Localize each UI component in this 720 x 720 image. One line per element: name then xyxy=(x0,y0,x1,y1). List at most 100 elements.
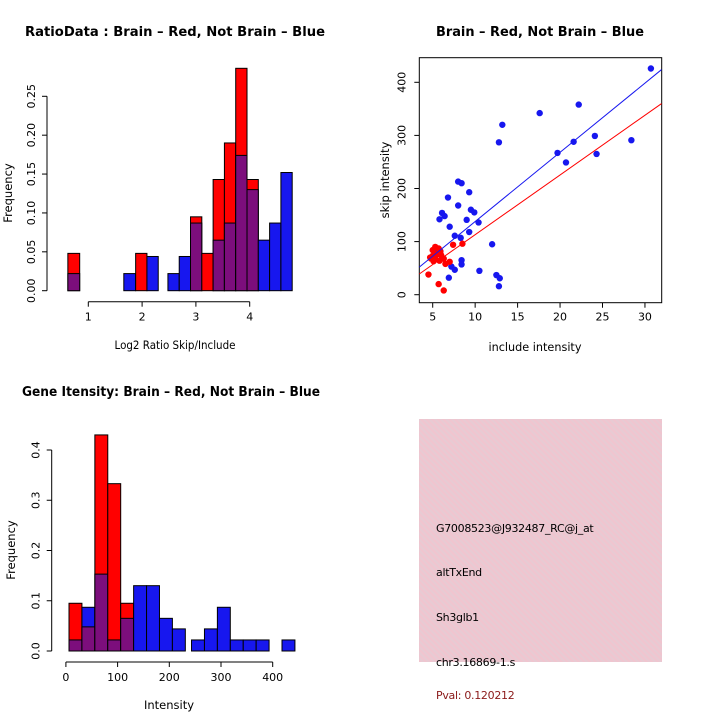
gene_hist-xlabel: Intensity xyxy=(144,698,194,712)
location-text: chr3.16869-1.s xyxy=(436,656,516,669)
gene-info-box: G7008523@J932487_RC@j_at altTxEnd Sh3glb… xyxy=(419,419,662,702)
scatter-point-blue xyxy=(466,189,473,196)
svg-text:300: 300 xyxy=(395,125,408,146)
gene-intensity-histogram-panel: 0 100 200 300 400 0.0 0.1 0.2 0.3 0.4 Intensity Fre… xyxy=(0,360,360,720)
scatter-point-red xyxy=(440,255,447,262)
scatter-point-blue xyxy=(471,209,478,216)
scatter-title: Brain – Red, Not Brain – Blue xyxy=(436,25,644,40)
scatter-point-blue xyxy=(454,202,462,209)
svg-text:0.3: 0.3 xyxy=(30,492,43,510)
histogram-bar xyxy=(269,222,282,292)
gene_hist-ylabel: Frequency xyxy=(4,520,18,580)
histogram-bar xyxy=(216,606,231,652)
probe-id-text: G7008523@J932487_RC@j_at xyxy=(436,522,594,535)
scatter-point-blue xyxy=(458,261,465,268)
svg-text:200: 200 xyxy=(159,671,180,684)
svg-text:2: 2 xyxy=(139,311,146,324)
scatter-point-blue xyxy=(446,223,453,230)
histogram-bar xyxy=(123,273,137,292)
histogram-bar xyxy=(257,239,271,292)
svg-text:0.05: 0.05 xyxy=(25,240,38,265)
svg-text:0.0: 0.0 xyxy=(30,642,43,660)
svg-text:10: 10 xyxy=(468,311,482,324)
scatter-point-blue xyxy=(628,136,635,144)
histogram-bar xyxy=(133,585,148,652)
scatter-point-red xyxy=(449,241,457,248)
gene-name-text: Sh3glb1 xyxy=(436,611,479,624)
histogram-bar xyxy=(81,626,96,652)
svg-text:0.00: 0.00 xyxy=(25,278,38,303)
ratio-histogram-chart: 1 2 3 4 0.00 0.05 0.10 0.15 0.20 0.25 Log2 Ratio S… xyxy=(1,25,325,352)
histogram-bar xyxy=(242,639,257,652)
svg-text:20: 20 xyxy=(553,311,567,324)
histogram-bar xyxy=(190,222,203,292)
scatter-point-blue xyxy=(554,149,561,157)
svg-text:100: 100 xyxy=(107,671,128,684)
scatter-point-red xyxy=(446,258,453,265)
scatter-point-blue xyxy=(562,159,570,166)
scatter-point-blue xyxy=(496,275,503,282)
scatter-panel: 5 10 15 20 25 30 0 100 200 300 400 include intensit… xyxy=(360,0,720,360)
histogram-bar xyxy=(107,639,122,652)
scatter-point-blue xyxy=(536,109,543,117)
svg-text:0.1: 0.1 xyxy=(30,592,43,610)
scatter-point-red xyxy=(435,280,442,288)
scatter-point-blue xyxy=(475,219,482,226)
svg-text:0.10: 0.10 xyxy=(25,201,38,226)
pval-text: Pval: 0.120212 xyxy=(436,689,515,702)
ratio_hist-title: RatioData : Brain – Red, Not Brain – Blu… xyxy=(25,25,325,40)
histogram-bar xyxy=(178,255,192,292)
scatter-point-blue xyxy=(457,234,464,242)
svg-text:4: 4 xyxy=(246,311,253,324)
histogram-bar xyxy=(167,273,180,292)
svg-text:30: 30 xyxy=(638,311,652,324)
scatter-point-blue xyxy=(499,121,506,128)
histogram-bar xyxy=(68,639,83,652)
svg-text:0.2: 0.2 xyxy=(30,542,43,560)
histogram-bar xyxy=(158,617,173,652)
svg-text:0.15: 0.15 xyxy=(25,162,38,187)
ratio-histogram-panel: 1 2 3 4 0.00 0.05 0.10 0.15 0.20 0.25 Log2 Ratio S… xyxy=(0,0,360,360)
svg-text:5: 5 xyxy=(429,311,436,324)
histogram-bar xyxy=(229,639,244,652)
svg-text:400: 400 xyxy=(262,671,283,684)
svg-text:3: 3 xyxy=(192,311,199,324)
svg-text:400: 400 xyxy=(395,72,408,93)
svg-text:1: 1 xyxy=(85,311,92,324)
svg-text:15: 15 xyxy=(511,311,525,324)
scatter-point-red xyxy=(425,271,432,278)
svg-text:0.4: 0.4 xyxy=(30,441,43,459)
svg-text:0.25: 0.25 xyxy=(25,84,38,109)
histogram-bar xyxy=(94,573,109,652)
scatter-point-blue xyxy=(444,194,452,201)
histogram-bar xyxy=(235,154,248,292)
scatter-point-blue xyxy=(488,241,496,248)
ratio_hist-xlabel: Log2 Ratio Skip/Include xyxy=(115,338,236,352)
histogram-bar xyxy=(212,239,225,292)
scatter-point-blue xyxy=(436,216,443,223)
scatter-ylabel: skip intensity xyxy=(378,141,392,218)
histogram-bar xyxy=(146,585,160,652)
scatter-point-blue xyxy=(445,274,453,281)
histogram-bar xyxy=(201,252,214,292)
info-panel: G7008523@J932487_RC@j_at altTxEnd Sh3glb… xyxy=(360,360,720,720)
scatter-point-blue xyxy=(495,139,503,146)
scatter-point-red xyxy=(429,246,436,254)
scatter-point-blue xyxy=(495,283,503,290)
ratio_hist-ylabel: Frequency xyxy=(1,163,15,223)
scatter-point-blue xyxy=(593,150,600,158)
histogram-bar xyxy=(191,639,205,652)
histogram-bar xyxy=(146,255,159,292)
svg-text:100: 100 xyxy=(395,231,408,252)
svg-text:0.20: 0.20 xyxy=(25,123,38,148)
histogram-bar xyxy=(223,222,237,292)
scatter-point-red xyxy=(440,287,447,294)
histogram-bar xyxy=(255,639,270,652)
histogram-bar xyxy=(67,273,81,292)
scatter-point-blue xyxy=(463,216,470,224)
scatter-point-blue xyxy=(476,267,483,275)
svg-text:300: 300 xyxy=(211,671,232,684)
scatter-point-blue xyxy=(647,65,655,72)
